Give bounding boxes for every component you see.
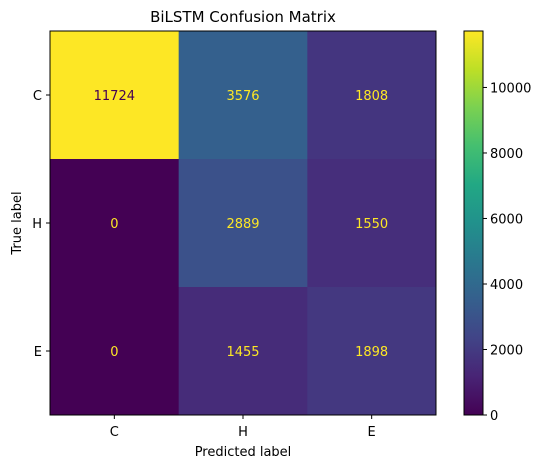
cell-value-label: 2889 <box>226 217 259 232</box>
heatmap-cells: 11724 3576 1808 0 2889 1550 0 1455 1898 <box>50 31 437 416</box>
cell-value-label: 0 <box>110 217 118 232</box>
x-tick-label: C <box>110 425 119 440</box>
cell-value-label: 3576 <box>226 89 259 104</box>
colorbar-ticks: 0 2000 4000 6000 8000 10000 <box>483 81 531 424</box>
cell-value-label: 1808 <box>355 89 388 104</box>
x-tick-label: E <box>368 425 376 440</box>
y-tick-label: C <box>33 89 42 104</box>
colorbar-tick-label: 0 <box>490 409 498 424</box>
colorbar-tick-label: 4000 <box>490 278 523 293</box>
cell-value-label: 1898 <box>355 345 388 360</box>
colorbar-tick-label: 10000 <box>490 81 531 96</box>
cell-value-label: 1455 <box>226 345 259 360</box>
colorbar <box>463 30 484 416</box>
heatmap-cell <box>307 31 437 160</box>
heatmap-cell <box>50 159 180 288</box>
heatmap-cell <box>307 159 437 288</box>
cell-value-label: 0 <box>110 345 118 360</box>
heatmap-cell <box>178 159 308 288</box>
heatmap-cell <box>178 31 308 160</box>
y-axis-ticks: C H E <box>32 89 50 360</box>
chart-title: BiLSTM Confusion Matrix <box>150 8 336 26</box>
colorbar-tick-label: 6000 <box>490 212 523 227</box>
x-axis-label: Predicted label <box>195 445 292 460</box>
y-axis-label: True label <box>10 191 25 255</box>
heatmap-cell <box>178 287 308 416</box>
cell-value-label: 11724 <box>94 89 135 104</box>
heatmap-cell <box>50 287 180 416</box>
y-tick-label: E <box>34 345 42 360</box>
cell-value-label: 1550 <box>355 217 388 232</box>
colorbar-tick-label: 2000 <box>490 343 523 358</box>
y-tick-label: H <box>32 217 42 232</box>
heatmap-cell <box>307 287 437 416</box>
colorbar-tick-label: 8000 <box>490 147 523 162</box>
heatmap-cell <box>50 31 180 160</box>
x-tick-label: H <box>238 425 248 440</box>
